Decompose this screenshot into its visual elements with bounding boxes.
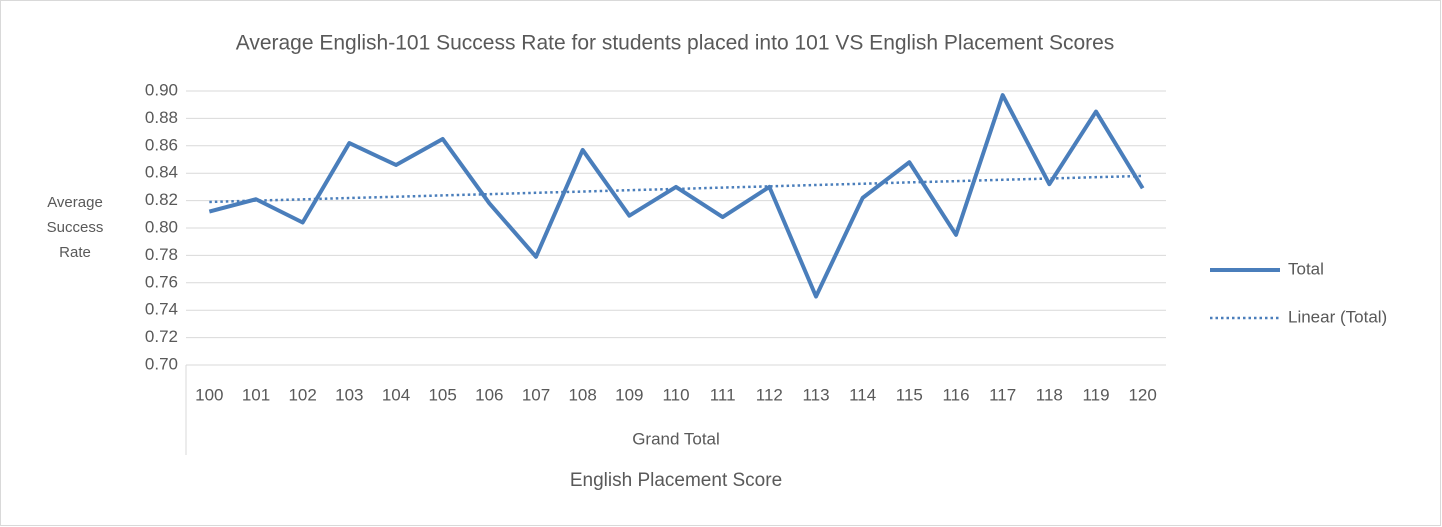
x-tick-label: 118 [1036,385,1063,404]
legend-label: Linear (Total) [1288,307,1387,326]
x-tick-label: 112 [756,385,783,404]
y-tick-label: 0.76 [145,272,178,291]
y-axis-title: Average Success Rate [46,194,104,261]
y-tick-label: 0.88 [145,108,178,127]
x-axis-title: English Placement Score [570,470,782,491]
y-tick-label: 0.78 [145,245,178,264]
x-tick-label: 119 [1082,385,1109,404]
chart-title: Average English-101 Success Rate for stu… [236,32,1115,55]
x-tick-label: 113 [802,385,829,404]
y-tick-label: 0.80 [145,217,178,236]
legend-label: Total [1288,259,1324,278]
y-tick-label: 0.90 [145,80,178,99]
x-tick-label: 105 [428,385,456,404]
x-tick-label: 115 [896,385,923,404]
x-tick-label: 104 [382,385,410,404]
y-tick-label: 0.86 [145,135,178,154]
x-tick-label: 106 [475,385,503,404]
y-tick-label: 0.74 [145,300,178,319]
y-tick-label: 0.70 [145,354,178,373]
x-group-label: Grand Total [632,429,720,448]
x-tick-label: 120 [1128,385,1156,404]
y-tick-label: 0.84 [145,163,178,182]
x-tick-label: 108 [568,385,596,404]
x-tick-label: 114 [849,385,876,404]
x-tick-label: 107 [522,385,550,404]
y-tick-label: 0.72 [145,327,178,346]
x-tick-label: 117 [989,385,1016,404]
x-tick-label: 116 [942,385,969,404]
trend-line [209,174,1143,204]
x-tick-label: 111 [710,385,736,404]
x-tick-label: 109 [615,385,643,404]
x-tick-label: 110 [662,385,689,404]
data-line [208,93,1145,299]
y-tick-label: 0.82 [145,190,178,209]
x-tick-label: 103 [335,385,363,404]
x-tick-label: 100 [195,385,223,404]
x-tick-label: 101 [242,385,270,404]
x-tick-label: 102 [288,385,316,404]
